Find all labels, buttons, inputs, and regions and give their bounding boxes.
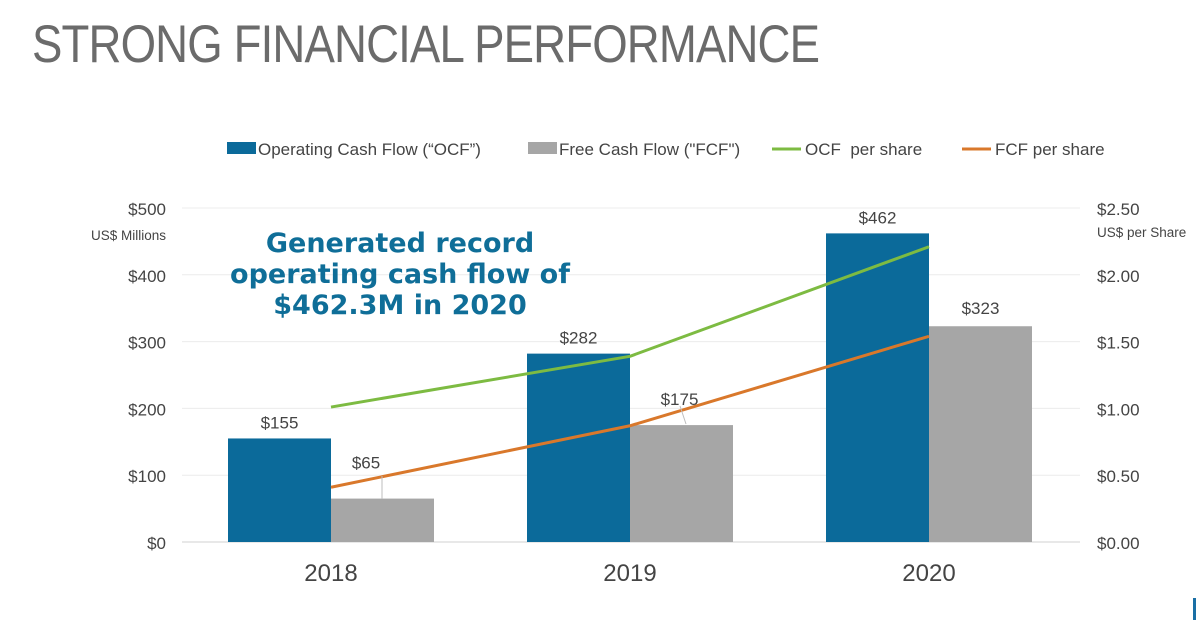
callout-line-2: operating cash flow of (230, 259, 570, 290)
category-label: 2019 (603, 560, 656, 587)
fcf-bar (630, 425, 733, 542)
right-tick-label: $2.50 (1097, 200, 1140, 219)
left-tick-label: $300 (128, 334, 166, 353)
left-axis-label: US$ Millions (91, 228, 166, 243)
legend-label: Operating Cash Flow (“OCF”) (258, 140, 481, 159)
fcf-bar (929, 326, 1032, 542)
fcf-data-label: $175 (661, 390, 699, 409)
left-tick-label: $400 (128, 267, 166, 286)
legend-swatch (528, 142, 557, 154)
callout-text: Generated record operating cash flow of … (225, 228, 575, 321)
ocf-bar (527, 353, 630, 542)
right-tick-label: $1.50 (1097, 334, 1140, 353)
right-tick-label: $2.00 (1097, 267, 1140, 286)
fcf-bar (331, 498, 434, 542)
right-tick-label: $0.00 (1097, 534, 1140, 553)
right-tick-label: $1.00 (1097, 400, 1140, 419)
ocf-bar (826, 233, 929, 542)
left-tick-label: $0 (147, 534, 166, 553)
legend-label: OCF per share (805, 140, 922, 159)
legend-label: FCF per share (995, 140, 1105, 159)
fcf-data-label: $65 (352, 454, 380, 473)
fcf-data-label: $323 (962, 299, 1000, 318)
legend-label: Free Cash Flow ("FCF") (559, 140, 740, 159)
slide-title: STRONG FINANCIAL PERFORMANCE (32, 15, 820, 74)
legend-swatch (227, 142, 256, 154)
left-tick-label: $500 (128, 200, 166, 219)
category-label: 2020 (902, 560, 955, 587)
callout-line-3: $462.3M in 2020 (273, 290, 527, 321)
callout-line-1: Generated record (265, 228, 535, 259)
right-tick-label: $0.50 (1097, 467, 1140, 486)
ocf-bar (228, 438, 331, 542)
leader-line (679, 405, 687, 425)
ocf-data-label: $462 (859, 208, 897, 227)
ocf-data-label: $155 (261, 413, 299, 432)
fcf-per-share-line (330, 334, 930, 489)
right-axis-label: US$ per Share (1097, 225, 1186, 240)
left-tick-label: $200 (128, 400, 166, 419)
category-label: 2018 (304, 560, 357, 587)
left-tick-label: $100 (128, 467, 166, 486)
ocf-data-label: $282 (560, 329, 598, 348)
edge-mark (1193, 598, 1196, 620)
ocf-per-share-line (330, 245, 930, 409)
